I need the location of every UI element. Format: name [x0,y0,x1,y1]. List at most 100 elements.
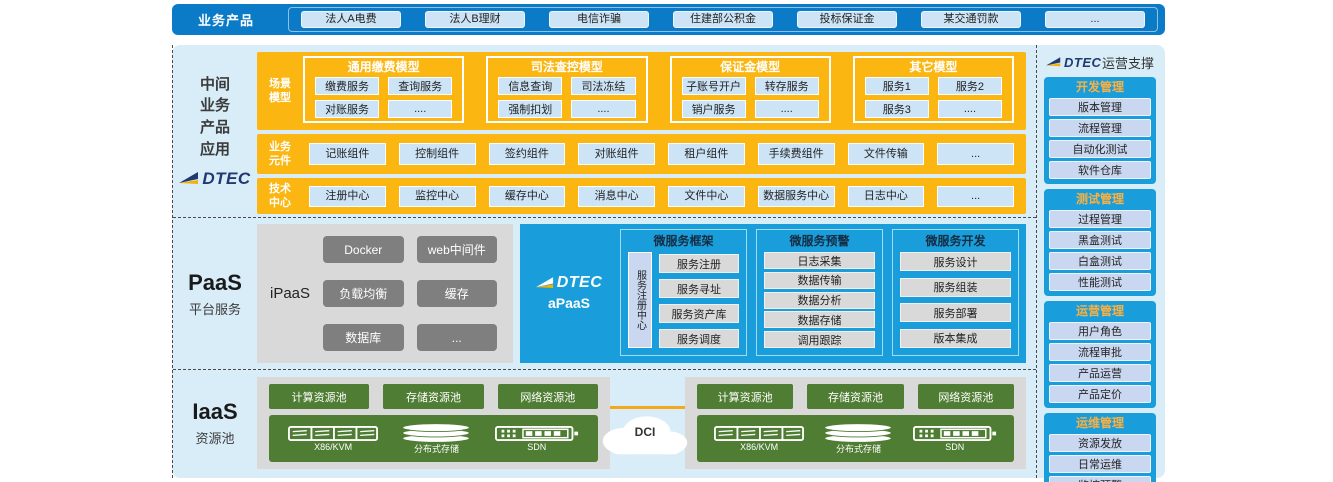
resource-pool-group-1: 计算资源池 存储资源池 网络资源池 [257,377,610,469]
sidebar-item-button[interactable]: 产品定价 [1049,385,1151,403]
storage-pool-button[interactable]: 存储资源池 [807,384,904,409]
ipaas-item-button[interactable]: 数据库 [323,324,404,351]
service-button-more[interactable]: .... [388,100,453,118]
sidebar-item-button[interactable]: 资源发放 [1049,434,1151,452]
product-button[interactable]: 某交通罚款 [921,11,1021,28]
component-button[interactable]: 文件传输 [847,143,925,165]
component-button[interactable]: 控制组件 [398,143,476,165]
framework-item-button[interactable]: 服务资产库 [659,304,739,323]
sidebar-item-button[interactable]: 产品运营 [1049,364,1151,382]
sidebar-item-button[interactable]: 日常运维 [1049,455,1151,473]
apaas-box: DTEC aPaaS 微服务框架 服务注册中心 服务注册 服务寻址 服务资产库 [520,224,1026,363]
component-button[interactable]: 签约组件 [488,143,566,165]
sidebar-section-title: 开发管理 [1075,80,1124,94]
sidebar-item-button[interactable]: 过程管理 [1049,210,1151,228]
sidebar-item-button[interactable]: 流程管理 [1049,119,1151,137]
service-button[interactable]: 查询服务 [388,77,453,95]
dev-item-button[interactable]: 服务部署 [900,303,1011,323]
service-button-more[interactable]: .... [571,100,636,118]
tech-center-button[interactable]: 监控中心 [398,185,476,207]
service-button-more[interactable]: .... [937,100,1002,118]
section-divider [173,369,1036,370]
sidebar-item-button[interactable]: 版本管理 [1049,98,1151,116]
alert-item-button[interactable]: 数据传输 [764,271,875,289]
product-button-more[interactable]: ... [1045,11,1145,28]
tech-center-button[interactable]: 文件中心 [668,185,745,207]
service-button[interactable]: 信息查询 [498,77,563,95]
framework-item-button[interactable]: 服务寻址 [659,279,739,298]
tech-center-button-more[interactable]: ... [937,185,1014,207]
sidebar-item-button[interactable]: 白盒测试 [1049,252,1151,270]
service-button[interactable]: 强制扣划 [498,100,563,118]
alert-item-button[interactable]: 调用跟踪 [764,331,875,348]
framework-item-button[interactable]: 服务注册 [659,254,739,273]
sdn-switch-icon [494,425,578,441]
tech-center-button[interactable]: 日志中心 [847,185,925,207]
service-button[interactable]: 服务1 [864,77,929,95]
alert-item-button[interactable]: 数据分析 [764,291,875,309]
product-button[interactable]: 住建部公积金 [673,11,773,28]
tech-center-label: 技术 中心 [269,182,291,209]
storage-pool-button[interactable]: 存储资源池 [383,384,484,409]
sidebar-section-operation: 运营管理 用户角色 流程审批 产品运营 产品定价 [1044,301,1156,408]
component-button[interactable]: 租户组件 [668,143,745,165]
product-button[interactable]: 投标保证金 [797,11,897,28]
product-button[interactable]: 电信诈骗 [549,11,649,28]
tech-center-button[interactable]: 消息中心 [578,185,655,207]
paas-title: PaaS [188,269,242,295]
tech-center-button[interactable]: 注册中心 [309,185,386,207]
product-button[interactable]: 法人A电费 [301,11,401,28]
server-rack-icon [288,425,379,441]
sidebar-section-title: 运营管理 [1075,304,1124,318]
service-button[interactable]: 服务2 [937,77,1002,95]
sidebar-item-button[interactable]: 软件仓库 [1049,161,1151,179]
ipaas-item-button[interactable]: 负载均衡 [323,280,404,307]
sidebar-section-maintenance: 运维管理 资源发放 日常运维 监控预警 应急处理 [1044,413,1156,482]
tech-center-button[interactable]: 缓存中心 [488,185,566,207]
sidebar-item-button[interactable]: 自动化测试 [1049,140,1151,158]
ipaas-item-button[interactable]: 缓存 [416,280,497,307]
alert-item-button[interactable]: 数据存储 [764,311,875,329]
component-button-more[interactable]: ... [937,143,1014,165]
dev-item-button[interactable]: 服务设计 [900,252,1011,271]
network-pool-button[interactable]: 网络资源池 [497,384,598,409]
sidebar-section-dev: 开发管理 版本管理 流程管理 自动化测试 软件仓库 [1044,77,1156,184]
service-button[interactable]: 转存服务 [754,77,819,95]
ipaas-label: iPaaS [269,285,311,302]
compute-pool-button[interactable]: 计算资源池 [269,384,370,409]
framework-item-button[interactable]: 服务调度 [659,329,739,348]
service-button[interactable]: 服务3 [864,100,929,118]
component-button[interactable]: 对账组件 [578,143,655,165]
service-button[interactable]: 司法冻结 [571,77,636,95]
service-button[interactable]: 子账号开户 [681,77,746,95]
model-title: 通用缴费模型 [347,60,420,74]
panel-title: 微服务框架 [653,234,714,248]
sidebar-item-button[interactable]: 性能测试 [1049,273,1151,291]
component-button[interactable]: 手续费组件 [757,143,835,165]
sidebar-item-button[interactable]: 流程审批 [1049,343,1151,361]
main-panel: 中间 业务 产品 应用 DTEC 场景 模型 [172,45,1165,482]
dev-item-button[interactable]: 版本集成 [900,328,1011,348]
ipaas-item-button[interactable]: Docker [323,236,404,263]
component-button[interactable]: 记账组件 [309,143,386,165]
product-button[interactable]: 法人B理财 [425,11,525,28]
service-button[interactable]: 缴费服务 [315,77,380,95]
scene-model-row: 场景 模型 通用缴费模型 缴费服务 查询服务 对账服务 .... [257,52,1026,130]
tech-center-button[interactable]: 数据服务中心 [757,185,835,207]
dev-item-button[interactable]: 服务组装 [900,277,1011,297]
service-button[interactable]: 对账服务 [315,100,380,118]
ipaas-item-button-more[interactable]: ... [416,324,497,351]
sidebar-item-button[interactable]: 黑盒测试 [1049,231,1151,249]
microservice-dev-panel: 微服务开发 服务设计 服务组装 服务部署 版本集成 [892,229,1019,356]
service-button[interactable]: 销户服务 [681,100,746,118]
ipaas-item-button[interactable]: web中间件 [416,236,497,263]
service-button-more[interactable]: .... [754,100,819,118]
dci-connector-line [597,406,695,409]
compute-pool-button[interactable]: 计算资源池 [697,384,794,409]
network-pool-button[interactable]: 网络资源池 [917,384,1014,409]
microservice-framework-panel: 微服务框架 服务注册中心 服务注册 服务寻址 服务资产库 服务调度 [620,229,747,356]
sidebar-item-button[interactable]: 用户角色 [1049,322,1151,340]
sidebar-item-button[interactable]: 监控预警 [1049,476,1151,482]
alert-item-button[interactable]: 日志采集 [764,252,875,269]
panel-title: 微服务开发 [925,234,986,248]
